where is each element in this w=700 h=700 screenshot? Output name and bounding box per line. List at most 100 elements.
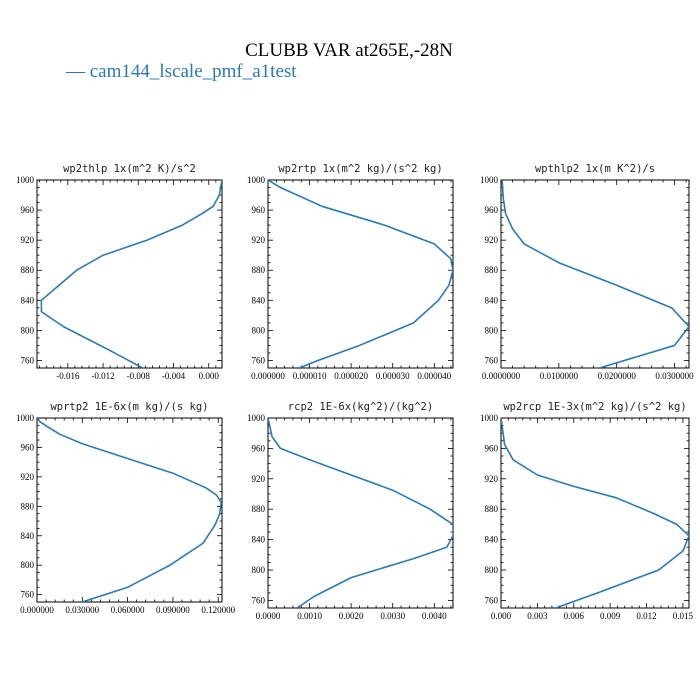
y-tick-label: 760 xyxy=(252,355,266,365)
x-tick-label: 0.006 xyxy=(564,611,585,621)
y-tick-label: 800 xyxy=(252,325,266,335)
x-tick-label: 0.0300000 xyxy=(655,371,694,381)
x-tick-label: 0.120000 xyxy=(201,605,235,615)
y-tick-label: 1000 xyxy=(480,175,499,185)
y-tick-label: 960 xyxy=(485,443,499,453)
y-tick-label: 1000 xyxy=(247,175,266,185)
x-tick-label: 0.090000 xyxy=(156,605,190,615)
y-tick-label: 960 xyxy=(21,205,35,215)
x-tick-label: 0.000010 xyxy=(293,371,327,381)
y-tick-label: 760 xyxy=(252,595,266,605)
y-tick-label: 880 xyxy=(21,501,35,511)
y-tick-label: 1000 xyxy=(480,413,499,423)
series-line xyxy=(268,418,453,608)
panel-2: wp2rtp 1x(m^2 kg)/(s^2 kg) 760 800 840 880 92… xyxy=(247,163,454,381)
series-line xyxy=(37,418,222,602)
x-tick-label: 0.003 xyxy=(527,611,548,621)
y-tick-label: 760 xyxy=(485,595,499,605)
y-tick-label: 1000 xyxy=(16,413,35,423)
y-tick-label: 760 xyxy=(21,355,35,365)
panel-title: wpthlp2 1x(m K^2)/s xyxy=(535,163,655,175)
panel-title: wp2rcp 1E-3x(m^2 kg)/(s^2 kg) xyxy=(503,401,686,413)
y-tick-label: 840 xyxy=(252,295,266,305)
x-tick-label: 0.0000 xyxy=(256,611,281,621)
x-tick-label: 0.0030 xyxy=(380,611,405,621)
x-tick-label: 0.000040 xyxy=(417,371,451,381)
y-tick-label: 760 xyxy=(485,355,499,365)
plot-frame xyxy=(500,417,690,609)
y-tick-label: 920 xyxy=(485,474,499,484)
x-tick-label: 0.0010 xyxy=(297,611,322,621)
y-tick-label: 800 xyxy=(21,325,35,335)
series-line xyxy=(501,418,689,608)
y-tick-label: 800 xyxy=(21,560,35,570)
x-tick-label: -0.016 xyxy=(56,371,80,381)
y-tick-label: 960 xyxy=(252,443,266,453)
y-tick-label: 960 xyxy=(485,205,499,215)
x-tick-label: 0.0040 xyxy=(422,611,447,621)
y-tick-label: 960 xyxy=(21,442,35,452)
y-tick-label: 840 xyxy=(252,535,266,545)
y-tick-label: 920 xyxy=(252,474,266,484)
y-tick-label: 920 xyxy=(21,472,35,482)
y-tick-label: 1000 xyxy=(247,413,266,423)
series-line xyxy=(40,180,222,368)
panel-4: wprtp2 1E-6x(m kg)/(s kg) 760 800 840 880 920… xyxy=(16,401,236,615)
x-tick-label: 0.0000000 xyxy=(482,371,521,381)
panel-title: wp2thlp 1x(m^2 K)/s^2 xyxy=(63,163,196,175)
plot-frame xyxy=(267,179,454,369)
x-tick-label: 0.000030 xyxy=(376,371,410,381)
y-tick-label: 880 xyxy=(21,265,35,275)
x-tick-label: 0.030000 xyxy=(65,605,99,615)
x-tick-label: 0.000 xyxy=(491,611,512,621)
plot-frame xyxy=(36,179,223,369)
panel-6: wp2rcp 1E-3x(m^2 kg)/(s^2 kg) 760 800 840 88… xyxy=(480,401,694,621)
x-tick-label: -0.012 xyxy=(91,371,114,381)
y-tick-label: 920 xyxy=(252,235,266,245)
y-tick-label: 840 xyxy=(485,295,499,305)
x-tick-label: 0.060000 xyxy=(111,605,145,615)
figure-title: CLUBB VAR at265E,-28N xyxy=(245,40,453,61)
series-line xyxy=(268,180,453,368)
y-tick-label: 800 xyxy=(252,565,266,575)
y-tick-label: 920 xyxy=(21,235,35,245)
y-tick-label: 920 xyxy=(485,235,499,245)
x-tick-label: 0.000000 xyxy=(20,605,54,615)
y-tick-label: 960 xyxy=(252,205,266,215)
plot-frame xyxy=(36,417,223,603)
plot-frame xyxy=(500,179,690,369)
panel-title: rcp2 1E-6x(kg^2)/(kg^2) xyxy=(288,401,433,413)
x-tick-label: 0.015 xyxy=(673,611,694,621)
panel-1: wp2thlp 1x(m^2 K)/s^2 760 800 840 880 920 960 1… xyxy=(16,163,223,381)
series-line xyxy=(501,180,689,368)
x-tick-label: 0.000020 xyxy=(334,371,368,381)
panel-3: wpthlp2 1x(m K^2)/s 760 800 840 880 920 960 100… xyxy=(480,163,694,381)
panel-title: wprtp2 1E-6x(m kg)/(s kg) xyxy=(50,401,208,413)
y-tick-label: 840 xyxy=(21,295,35,305)
y-tick-label: 880 xyxy=(485,504,499,514)
x-tick-label: 0.000 xyxy=(199,371,220,381)
x-tick-label: 0.000000 xyxy=(251,371,285,381)
y-tick-label: 840 xyxy=(21,531,35,541)
panel-5: rcp2 1E-6x(kg^2)/(kg^2) 760 800 840 880 920 96… xyxy=(247,401,454,621)
legend-entry: — cam144_lscale_pmf_a1test xyxy=(65,61,297,82)
y-tick-label: 800 xyxy=(485,565,499,575)
panel-grid: wp2thlp 1x(m^2 K)/s^2 760 800 840 880 920 960 1… xyxy=(16,163,694,621)
y-tick-label: 1000 xyxy=(16,175,35,185)
x-tick-label: 0.012 xyxy=(636,611,656,621)
x-tick-label: -0.008 xyxy=(127,371,151,381)
y-tick-label: 840 xyxy=(485,535,499,545)
x-tick-label: 0.0020 xyxy=(339,611,364,621)
x-tick-label: 0.0200000 xyxy=(598,371,637,381)
panel-title: wp2rtp 1x(m^2 kg)/(s^2 kg) xyxy=(278,163,442,175)
y-tick-label: 800 xyxy=(485,325,499,335)
y-tick-label: 880 xyxy=(252,504,266,514)
y-tick-label: 760 xyxy=(21,590,35,600)
plot-frame xyxy=(267,417,454,609)
y-tick-label: 880 xyxy=(485,265,499,275)
x-tick-label: -0.004 xyxy=(162,371,186,381)
x-tick-label: 0.009 xyxy=(600,611,621,621)
x-tick-label: 0.0100000 xyxy=(540,371,579,381)
y-tick-label: 880 xyxy=(252,265,266,275)
